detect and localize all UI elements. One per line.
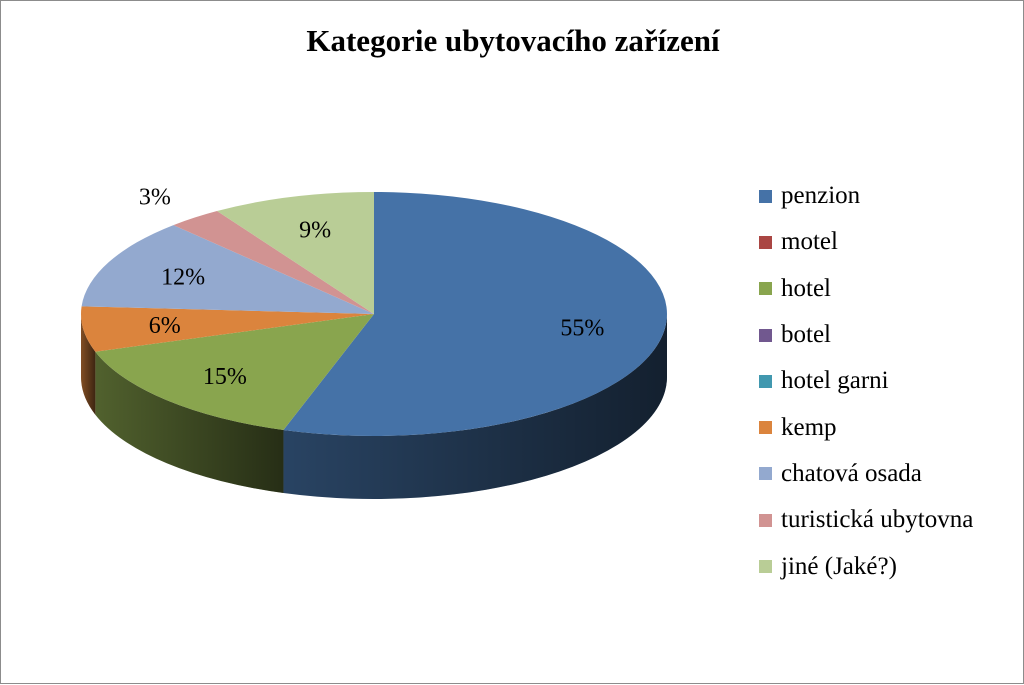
legend-item-hotel: hotel — [759, 266, 973, 312]
legend-swatch — [759, 421, 772, 435]
chart-title: Kategorie ubytovacího zařízení — [306, 23, 720, 58]
legend-item-chatova-osada: chatová osada — [759, 451, 973, 497]
legend-item-hotel-garni: hotel garni — [759, 358, 973, 404]
legend-swatch — [759, 560, 772, 574]
pie-slice-jine-jake — [217, 192, 374, 314]
legend-label: jiné (Jaké?) — [781, 552, 897, 580]
legend-item-motel: motel — [759, 219, 973, 265]
legend: penzion motel hotel botel hotel garni kemp cha… — [759, 173, 973, 590]
legend-label: hotel garni — [781, 367, 889, 395]
legend-swatch — [759, 282, 772, 296]
pie-tops — [81, 192, 668, 436]
legend-swatch — [759, 513, 772, 527]
legend-item-jine-jake: jiné (Jaké?) — [759, 543, 973, 589]
legend-item-kemp: kemp — [759, 404, 973, 450]
legend-swatch — [759, 235, 772, 249]
pie-side-shade-kemp — [81, 314, 96, 415]
pie-labels: 55% 15% 6% 12% 3% 9% — [139, 184, 604, 390]
legend-item-turisticka-ubytovna: turistická ubytovna — [759, 497, 973, 543]
legend-label: hotel — [781, 274, 831, 302]
legend-swatch — [759, 467, 772, 481]
pie-slice-hotel — [95, 314, 374, 431]
pie-slice-chatova-osada — [81, 225, 374, 314]
legend-swatch — [759, 189, 772, 203]
pie-label-penzion: 55% — [560, 316, 604, 342]
pie-sides — [81, 314, 667, 499]
legend-label: turistická ubytovna — [781, 506, 974, 534]
legend-swatch — [759, 374, 772, 388]
pie-slice-kemp — [81, 306, 375, 352]
pie-label-turisticka-ubytovna: 3% — [139, 184, 171, 210]
pie-side-shade-penzion — [283, 314, 667, 499]
legend-label: kemp — [781, 413, 837, 441]
legend-label: chatová osada — [781, 459, 922, 487]
pie-label-kemp: 6% — [149, 313, 181, 339]
legend-label: penzion — [781, 182, 861, 210]
legend-item-botel: botel — [759, 312, 973, 358]
legend-item-penzion: penzion — [759, 173, 973, 219]
pie-side-shade-hotel — [95, 351, 284, 494]
legend-label: botel — [781, 321, 831, 349]
pie-slice-penzion — [283, 192, 668, 436]
legend-swatch — [759, 328, 772, 342]
pie-label-jine-jake: 9% — [299, 218, 331, 244]
legend-label: motel — [781, 228, 838, 256]
pie-label-chatova-osada: 12% — [161, 265, 205, 291]
pie-slice-turisticka-ubytovna — [173, 210, 374, 314]
pie-label-hotel: 15% — [203, 364, 247, 390]
